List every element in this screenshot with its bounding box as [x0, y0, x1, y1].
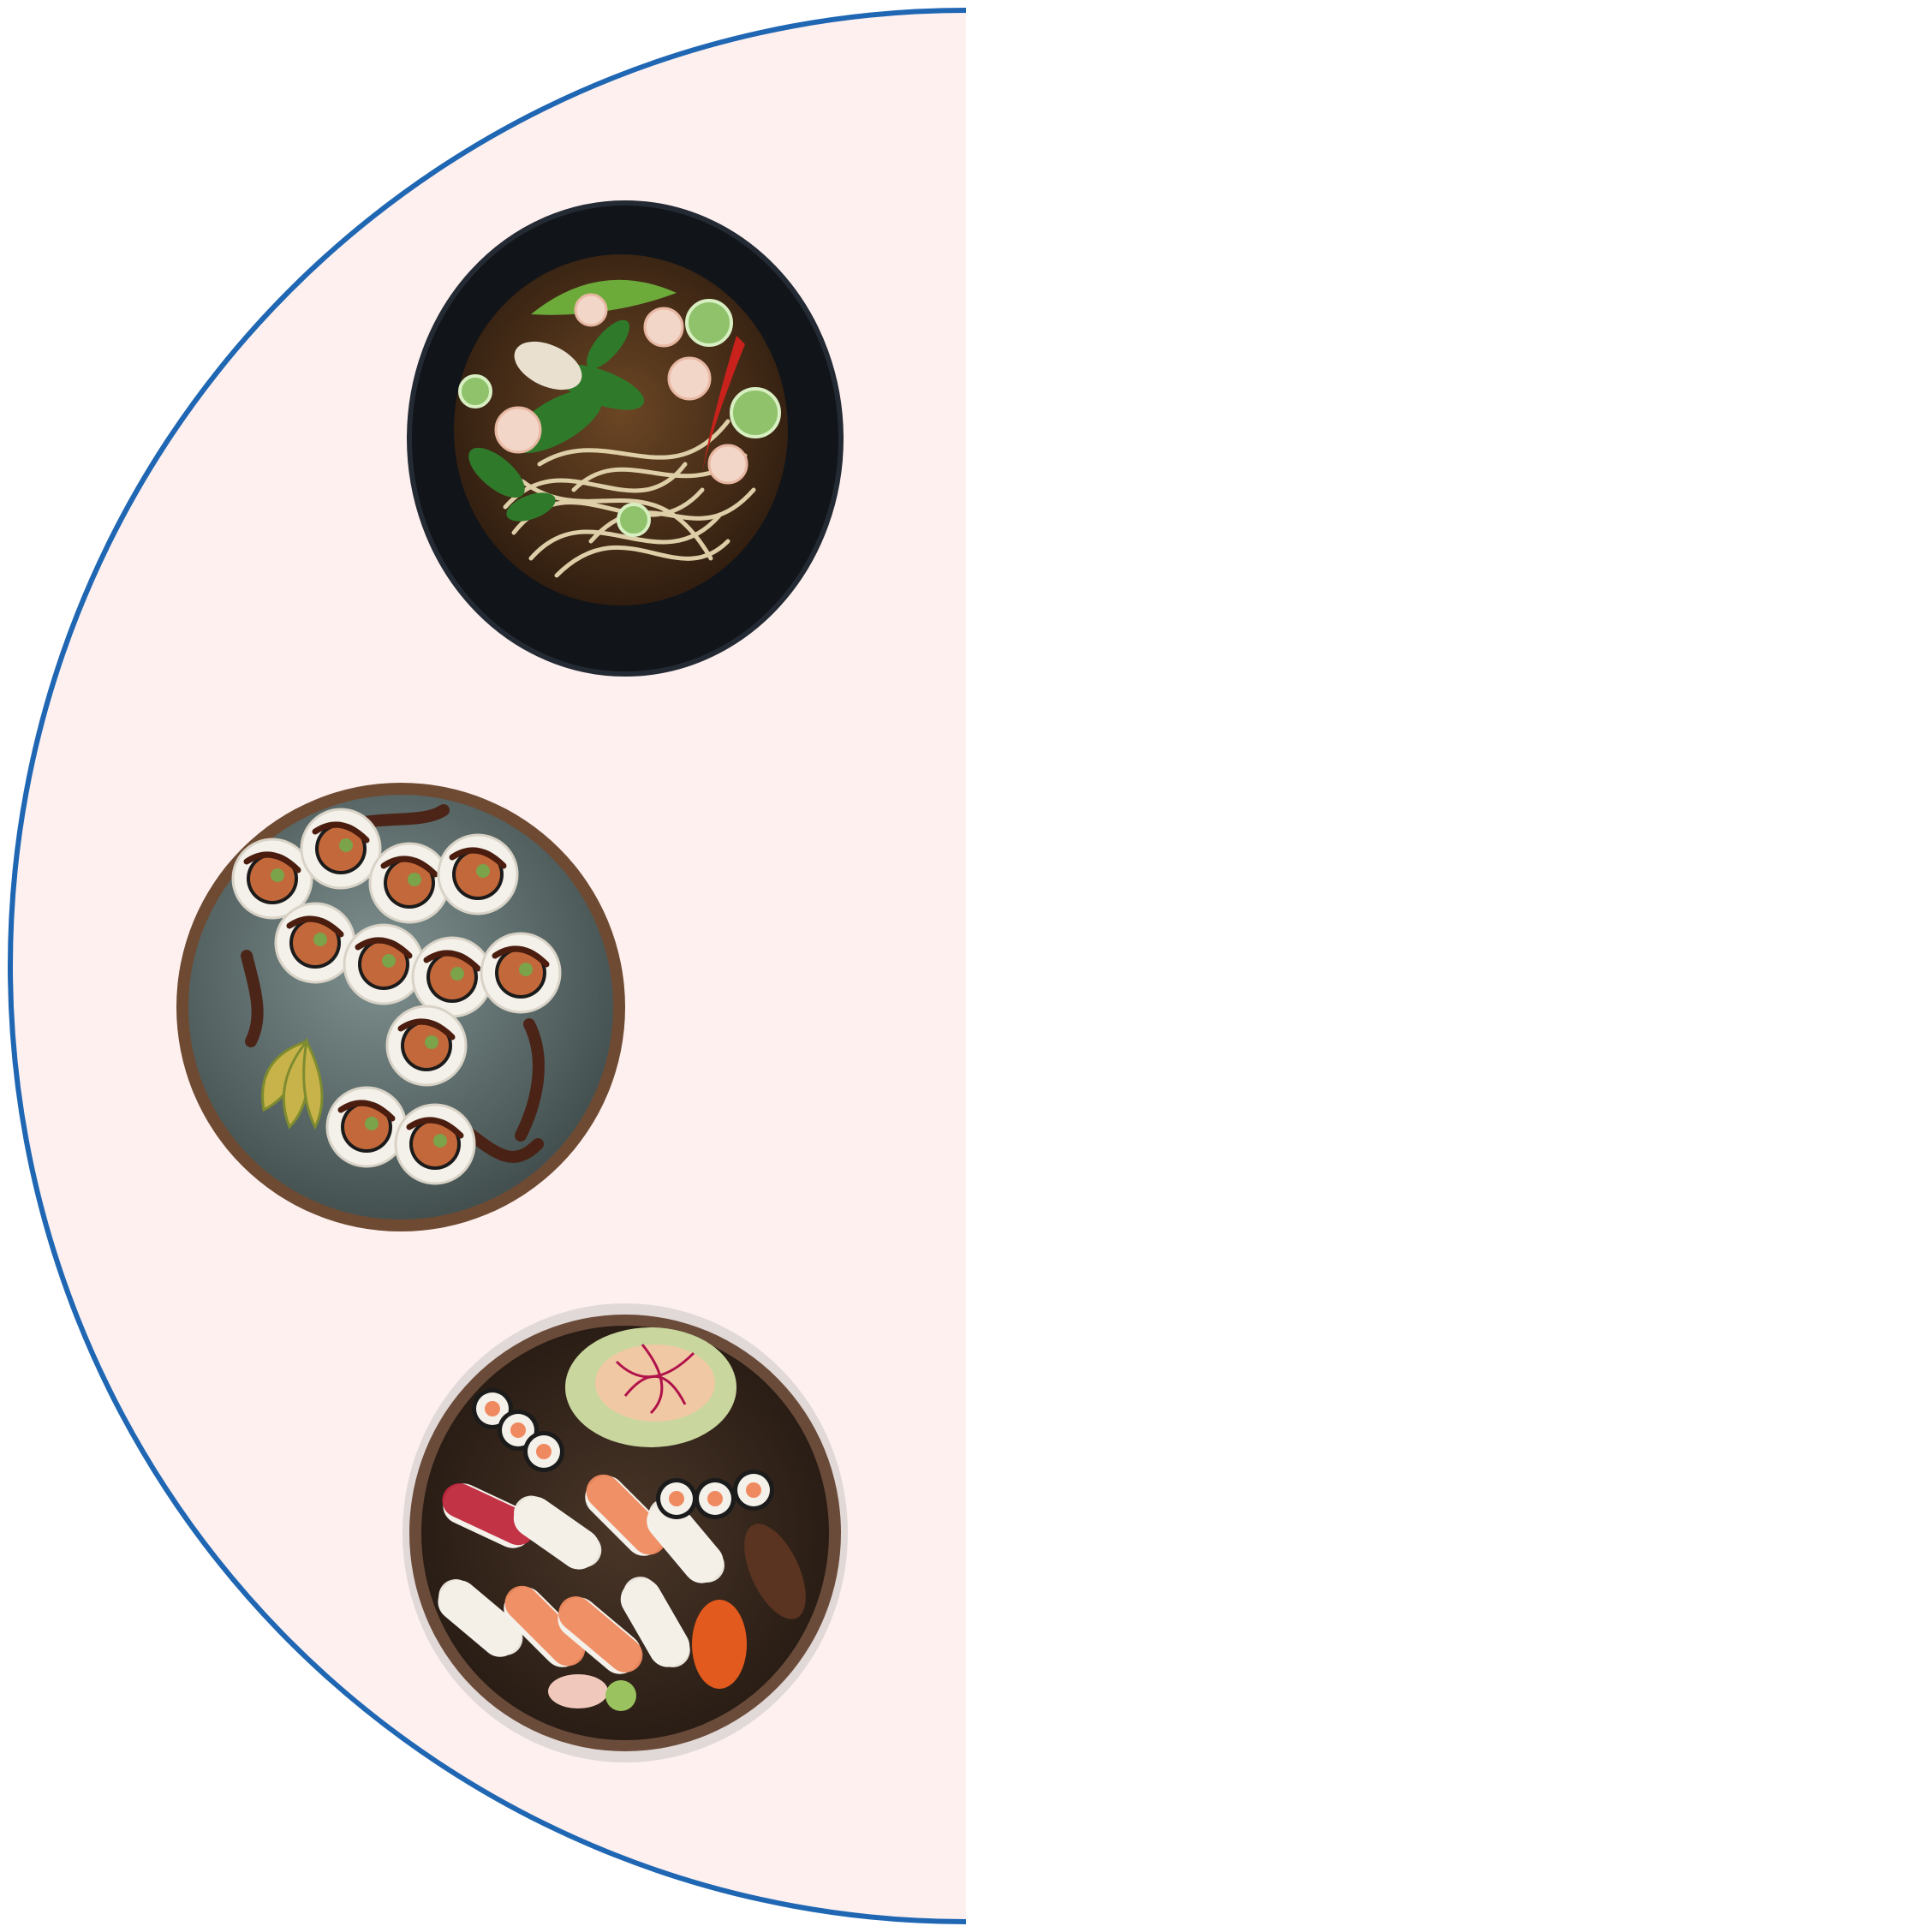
maki-roll: [300, 808, 382, 890]
small-maki: [695, 1478, 736, 1519]
maki-roll: [480, 932, 562, 1014]
maki-roll: [411, 936, 493, 1018]
nigiri-piece: [585, 1474, 667, 1556]
maki-roll: [437, 833, 519, 915]
sushi-assortment-plate: [402, 1303, 848, 1762]
blue-arc-border: [8, 8, 967, 1924]
noodle-soup-bowl: [407, 200, 844, 677]
nigiri-piece: [504, 1585, 586, 1667]
nigiri-piece: [513, 1495, 602, 1570]
small-maki: [656, 1478, 697, 1519]
maki-roll: [394, 1103, 476, 1185]
nigiri-piece: [558, 1596, 643, 1674]
nigiri-piece: [620, 1577, 690, 1667]
nigiri-piece: [438, 1579, 523, 1657]
small-maki: [523, 1431, 564, 1472]
small-maki: [733, 1470, 774, 1511]
maki-roll: [343, 923, 425, 1005]
nigiri-piece: [647, 1498, 724, 1583]
nigiri-piece: [442, 1483, 536, 1548]
maki-roll: [385, 1005, 468, 1087]
maki-roll-plate: [176, 783, 625, 1231]
maki-roll: [274, 902, 356, 984]
maki-roll: [325, 1086, 408, 1168]
maki-roll: [368, 842, 450, 924]
maki-roll: [231, 838, 313, 920]
